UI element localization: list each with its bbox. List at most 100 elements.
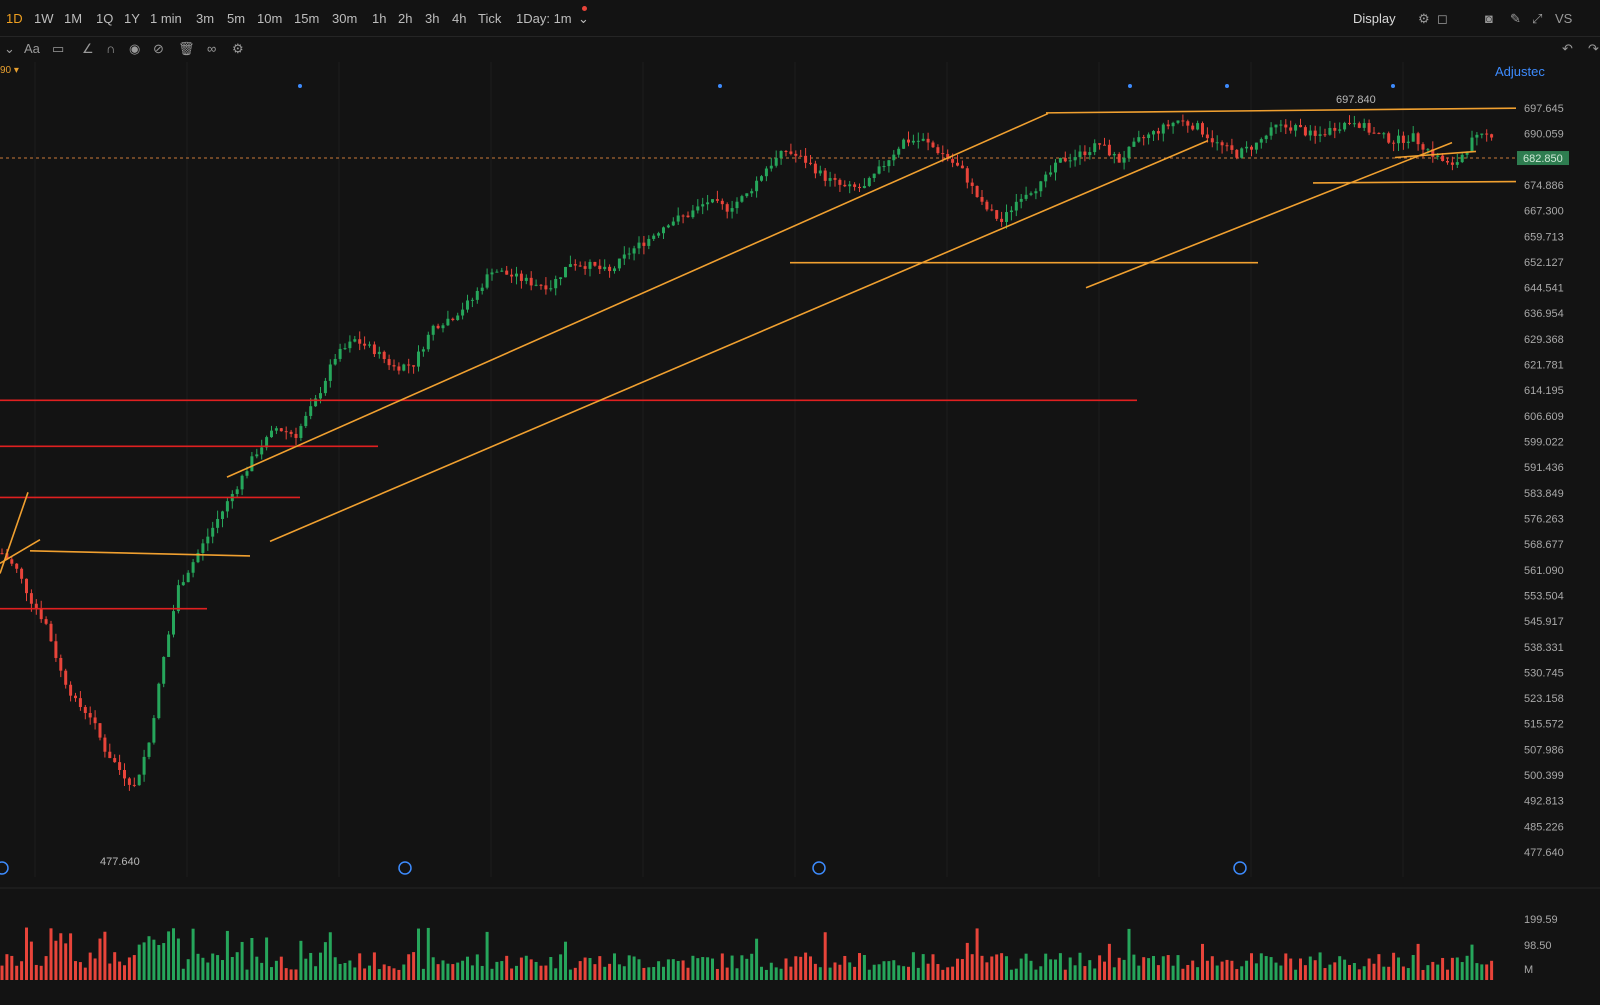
candle-body (1441, 155, 1445, 162)
timeframe-1d[interactable]: 1D (6, 11, 23, 26)
candle-body (1313, 130, 1317, 136)
candle-body (196, 552, 200, 563)
eye-icon[interactable]: ◉ (129, 41, 141, 56)
camera-icon[interactable]: ◙ (1485, 11, 1493, 26)
candle-body (603, 266, 607, 270)
trash-icon[interactable]: 🗑 (178, 41, 195, 56)
volume-bar (407, 954, 411, 980)
settings-icon[interactable]: ⚙ (1418, 11, 1430, 26)
timeframe-1h[interactable]: 1h (372, 11, 387, 26)
timeframe-1day-1m[interactable]: 1Day: 1m (516, 11, 572, 26)
candle-body (1186, 121, 1190, 126)
volume-bar (980, 955, 984, 980)
volume-bar (284, 968, 288, 980)
pencil-icon[interactable]: ∠ (82, 41, 94, 56)
notification-dot (582, 6, 587, 11)
volume-bar (613, 953, 616, 980)
volume-bar (245, 969, 249, 980)
candle-body (877, 166, 881, 174)
volume-bar (1034, 969, 1038, 980)
volume-bar (1460, 962, 1464, 980)
volume-bar (152, 939, 156, 980)
edit-icon[interactable]: ✎ (1510, 11, 1521, 26)
volume-bar (485, 931, 489, 980)
volume-bar (848, 962, 852, 980)
volume-bar (1049, 959, 1053, 980)
trend-line[interactable] (0, 538, 41, 565)
trend-line[interactable] (1312, 180, 1517, 184)
comment-icon[interactable]: ▭ (52, 41, 65, 56)
volume-bar (853, 966, 857, 980)
candle-body (186, 572, 190, 583)
candle-body (1029, 193, 1033, 195)
candle-body (892, 154, 896, 161)
vs-button[interactable]: VS (1555, 11, 1573, 26)
event-marker[interactable] (1128, 84, 1132, 88)
timeframe-1y[interactable]: 1Y (124, 11, 140, 26)
timeframe-2h[interactable]: 2h (398, 11, 413, 26)
candle-body (1127, 146, 1131, 158)
fullscreen-icon[interactable]: ⤢ (1532, 11, 1543, 26)
chevron-down-icon[interactable]: ⌄ (578, 11, 589, 26)
link-icon[interactable]: ∞ (207, 41, 217, 56)
timeframe-1m[interactable]: 1M (64, 11, 83, 26)
price-chart[interactable]: 697.645 690.059 674.886 667.300 659.713 652.1… (0, 62, 1600, 1005)
hide-icon[interactable]: ⊘ (153, 41, 164, 56)
adjusted-label[interactable]: Adjustec (1495, 64, 1545, 79)
earnings-marker[interactable] (0, 861, 9, 875)
candle-body (172, 611, 175, 635)
candle-body (760, 176, 763, 181)
volume-bar (1490, 960, 1494, 980)
earnings-marker[interactable] (398, 861, 412, 875)
volume-bar (769, 962, 773, 980)
volume-bar (652, 967, 656, 980)
timeframe-30m[interactable]: 30m (332, 11, 358, 26)
candle-body (387, 359, 391, 366)
timeframe-3m[interactable]: 3m (196, 11, 215, 26)
volume-bar (456, 962, 460, 980)
layout-icon[interactable]: ◻ (1437, 11, 1448, 26)
timeframe-1q[interactable]: 1Q (96, 11, 114, 26)
event-marker[interactable] (1391, 84, 1395, 88)
trend-line[interactable] (1394, 150, 1477, 159)
redo-icon[interactable]: ↷ (1588, 41, 1599, 56)
timeframe-1-min[interactable]: 1 min (150, 11, 182, 26)
earnings-marker[interactable] (1233, 861, 1247, 875)
timeframe-10m[interactable]: 10m (257, 11, 283, 26)
trend-line[interactable] (269, 139, 1209, 543)
trend-line[interactable] (1085, 141, 1453, 289)
candle-body (206, 536, 210, 544)
chevron-down-icon[interactable]: ⌄ (4, 41, 15, 56)
volume-bar (1401, 966, 1405, 980)
candle-body (916, 140, 920, 142)
earnings-marker[interactable] (812, 861, 826, 875)
timeframe-4h[interactable]: 4h (452, 11, 467, 26)
candle-body (343, 348, 347, 350)
volume-bar (260, 962, 264, 980)
trend-line[interactable] (29, 550, 251, 557)
volume-bar (534, 961, 538, 980)
trend-line[interactable] (1045, 107, 1517, 114)
timeframe-3h[interactable]: 3h (425, 11, 440, 26)
timeframe-15m[interactable]: 15m (294, 11, 320, 26)
timeframe-1w[interactable]: 1W (34, 11, 54, 26)
text-icon[interactable]: Aa (24, 41, 40, 56)
timeframe-5m[interactable]: 5m (227, 11, 246, 26)
candle-body (1152, 131, 1155, 135)
candle-body (49, 623, 53, 642)
trend-line[interactable] (226, 112, 1049, 478)
event-marker[interactable] (1225, 84, 1229, 88)
candle-body (1201, 123, 1204, 135)
volume-bar (637, 959, 641, 980)
magnet-icon[interactable]: ∩ (106, 41, 116, 56)
candle-body (314, 398, 318, 407)
timeframe-tick[interactable]: Tick (478, 11, 502, 26)
candle-body (990, 209, 994, 211)
volume-bar (696, 958, 700, 980)
undo-icon[interactable]: ↶ (1562, 41, 1573, 56)
event-marker[interactable] (718, 84, 722, 88)
settings-icon[interactable]: ⚙ (232, 41, 244, 56)
event-marker[interactable] (298, 84, 302, 88)
display-button[interactable]: Display (1353, 11, 1396, 26)
y-tick-label: 591.436 (1524, 462, 1564, 474)
